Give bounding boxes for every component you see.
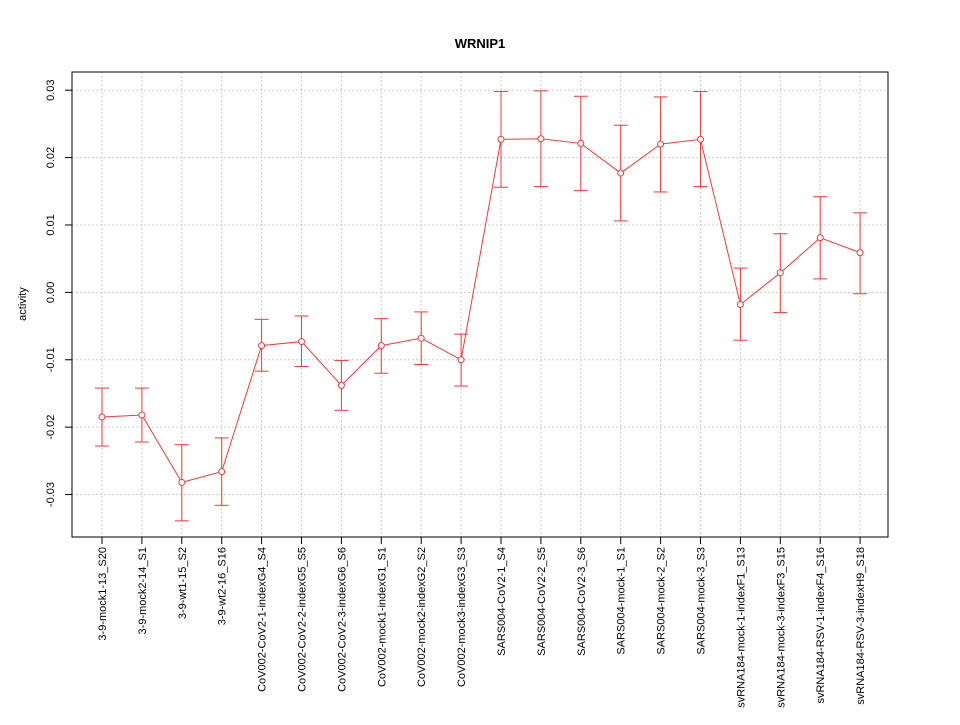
x-tick-label: SARS004-mock-2_S2 [656,547,668,655]
x-tick-label: 3-9-mock2-14_S1 [137,547,149,634]
grid-layer [72,72,888,537]
data-point [697,135,704,143]
x-tick-label: SARS004-CoV2-3_S6 [576,547,588,656]
y-tick-label: 0.02 [45,147,57,168]
axis-layer: -0.03 -0.02 -0.01 0.00 0.01 0.02 0.03 3-9-mock1… [45,79,867,707]
x-tick-label: svRNA184-RSV-3-indexH9_S18 [855,547,867,705]
plot-frame [71,71,889,538]
x-tick-label: 3-9-mock1-13_S20 [97,547,109,641]
series-line [101,138,861,483]
data-point [298,338,305,346]
data-point [537,135,545,143]
data-point [457,356,465,364]
x-tick-label: 3-9-wt1-15_S2 [177,547,189,619]
x-tick-label: 3-9-wt2-16_S16 [217,547,229,625]
y-tick-label: 0.00 [45,282,57,303]
x-tick-label: CoV002-mock1-indexG1_S1 [376,547,388,687]
series-layer [95,90,868,522]
x-tick-label: svRNA184-mock-1-indexF1_S13 [735,547,747,708]
x-tick-label: SARS004-mock-3_S3 [696,547,708,655]
y-axis-label: activity [17,287,29,321]
x-tick-label: svRNA184-mock-3-indexF3_S15 [775,547,787,708]
y-tick-label: -0.03 [45,482,57,507]
data-point [337,381,345,389]
data-point [577,139,585,147]
data-point [617,169,625,177]
y-tick-label: -0.01 [45,347,57,372]
x-tick-label: CoV002-CoV2-1-indexG4_S4 [257,547,269,692]
x-tick-label: CoV002-mock2-indexG2_S2 [416,547,428,687]
data-point [816,234,824,242]
x-tick-label: SARS004-mock-1_S1 [616,547,628,655]
x-tick-label: CoV002-CoV2-2-indexG5_S5 [297,547,309,692]
y-tick-label: 0.03 [45,79,57,100]
data-point [258,342,266,350]
chart-title: WRNIP1 [455,36,506,51]
data-point [736,301,744,308]
data-point [178,478,186,486]
x-tick-label: SARS004-CoV2-2_S5 [536,547,548,656]
data-point [138,411,146,419]
data-point [218,468,226,476]
x-tick-label: SARS004-CoV2-1_S4 [496,547,508,656]
data-point [497,135,505,143]
x-tick-label: CoV002-CoV2-3-indexG6_S6 [336,547,348,692]
x-tick-label: svRNA184-RSV-1-indexF4_S16 [815,547,827,704]
y-tick-label: -0.02 [45,415,57,440]
x-tick-label: CoV002-mock3-indexG3_S3 [456,547,468,687]
y-tick-label: 0.01 [45,214,57,235]
data-point [776,269,784,277]
data-point [377,342,385,350]
data-point [657,140,665,148]
data-point [98,413,106,421]
data-point [417,334,425,342]
data-point [856,249,864,257]
